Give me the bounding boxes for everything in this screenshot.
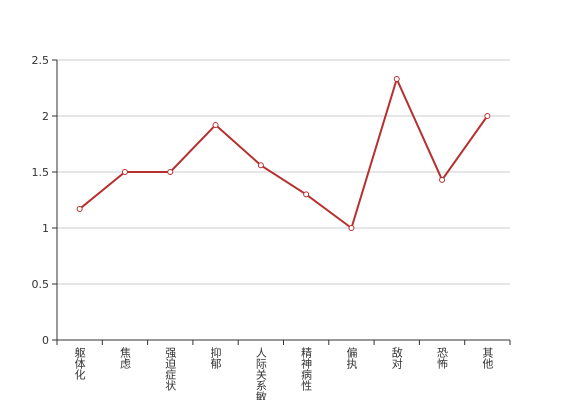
point	[303, 191, 310, 198]
point	[439, 176, 446, 183]
x-tick-label: 敌对	[390, 346, 403, 369]
x-tick-label: 偏执	[345, 346, 358, 370]
y-tick-label: 2	[42, 110, 49, 123]
point	[348, 225, 355, 231]
point	[484, 113, 491, 119]
x-tick-label: 抑郁	[209, 346, 222, 369]
y-tick-label: 0.5	[32, 278, 50, 291]
x-tick-label: 强迫症状	[164, 347, 177, 391]
y-tick-label: 0	[42, 334, 49, 347]
y-tick-label: 1	[42, 222, 49, 235]
point	[393, 76, 400, 83]
y-tick-label: 1.5	[32, 166, 50, 179]
x-tick-label: 焦虑	[118, 347, 131, 369]
x-tick-label: 恐怖	[436, 347, 449, 369]
point	[257, 162, 264, 169]
x-tick-label: 其他	[481, 347, 494, 369]
x-tick-label: 人际关系敏感	[254, 347, 267, 400]
line	[79, 76, 489, 230]
point	[76, 205, 83, 212]
point	[121, 169, 128, 175]
x-tick-label: 躯体化	[73, 347, 86, 381]
point	[167, 169, 174, 175]
y-tick-label: 2.5	[32, 54, 50, 67]
x-tick-label: 精神病性	[300, 347, 313, 392]
point	[212, 121, 219, 128]
